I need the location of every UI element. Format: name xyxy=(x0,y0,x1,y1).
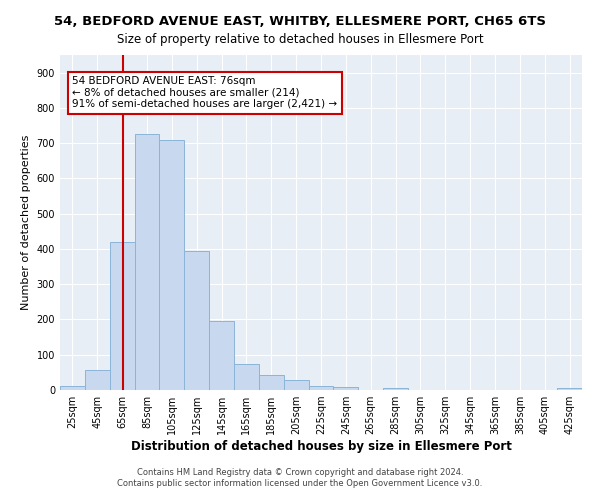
Bar xyxy=(184,250,209,390)
Bar xyxy=(557,388,582,390)
Y-axis label: Number of detached properties: Number of detached properties xyxy=(21,135,31,310)
Bar xyxy=(308,386,334,390)
Text: 54, BEDFORD AVENUE EAST, WHITBY, ELLESMERE PORT, CH65 6TS: 54, BEDFORD AVENUE EAST, WHITBY, ELLESME… xyxy=(54,15,546,28)
Bar xyxy=(259,375,284,390)
X-axis label: Distribution of detached houses by size in Ellesmere Port: Distribution of detached houses by size … xyxy=(131,440,511,453)
Bar xyxy=(284,380,308,390)
Text: Size of property relative to detached houses in Ellesmere Port: Size of property relative to detached ho… xyxy=(116,32,484,46)
Bar xyxy=(110,242,134,390)
Bar xyxy=(383,388,408,390)
Bar xyxy=(85,370,110,390)
Text: 54 BEDFORD AVENUE EAST: 76sqm
← 8% of detached houses are smaller (214)
91% of s: 54 BEDFORD AVENUE EAST: 76sqm ← 8% of de… xyxy=(73,76,338,110)
Bar xyxy=(134,134,160,390)
Bar xyxy=(234,364,259,390)
Bar xyxy=(60,386,85,390)
Bar xyxy=(160,140,184,390)
Text: Contains HM Land Registry data © Crown copyright and database right 2024.
Contai: Contains HM Land Registry data © Crown c… xyxy=(118,468,482,487)
Bar xyxy=(334,387,358,390)
Bar xyxy=(209,321,234,390)
